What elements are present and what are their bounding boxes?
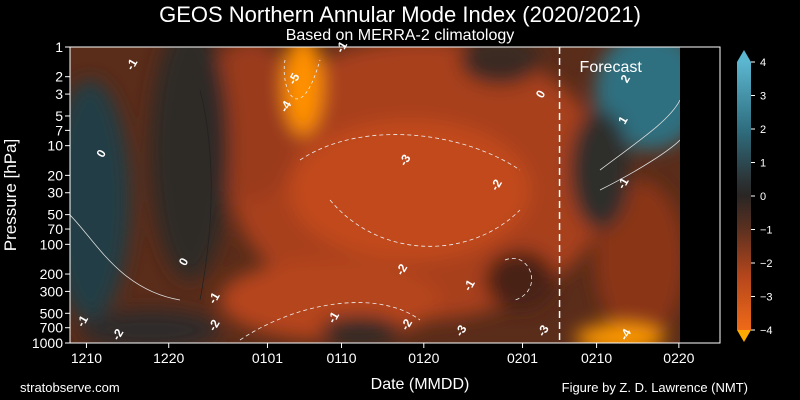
colorbar-tick-label: 2	[760, 124, 766, 136]
y-tick-label: 2	[55, 69, 63, 85]
colorbar-min-extend	[737, 330, 751, 342]
x-tick-label: 0210	[581, 350, 612, 366]
colorbar-body	[737, 62, 751, 330]
y-tick-label: 1	[55, 39, 63, 55]
x-tick-label: 0201	[507, 350, 538, 366]
y-tick-label: 300	[40, 283, 64, 299]
colorbar-tick-label: 4	[760, 57, 766, 69]
x-axis-label: Date (MMDD)	[371, 376, 470, 393]
colorbar: 4 3 2 1 0 −1 −2 −3 −4	[737, 50, 773, 342]
x-tick-label: 0220	[663, 350, 694, 366]
colorbar-tick-label: −2	[760, 258, 773, 270]
y-tick-label: 500	[40, 305, 64, 321]
y-tick-label: 3	[55, 86, 63, 102]
colorbar-tick-label: 0	[760, 191, 766, 203]
y-tick-label: 7	[55, 122, 63, 138]
colorbar-tick-label: 1	[760, 158, 766, 170]
colorbar-tick-label: 3	[760, 91, 766, 103]
forecast-label: Forecast	[580, 59, 643, 76]
y-tick-label: 1000	[32, 335, 63, 351]
y-tick-label: 5	[55, 108, 63, 124]
colorbar-max-extend	[737, 50, 751, 62]
plot-frame	[69, 46, 721, 344]
colorbar-ticks: 4 3 2 1 0 −1 −2 −3 −4	[751, 57, 773, 337]
y-tick-label: 100	[40, 236, 64, 252]
x-axis: 1210 1220 0101 0110 0120 0201 0210 0220	[71, 343, 695, 366]
colorbar-tick-label: −3	[760, 292, 773, 304]
x-tick-label: 1220	[153, 350, 184, 366]
x-tick-label: 0120	[408, 350, 439, 366]
x-tick-label: 0101	[252, 350, 283, 366]
y-tick-label: 200	[40, 266, 64, 282]
chart-subtitle: Based on MERRA-2 climatology	[285, 27, 515, 44]
y-axis-label: Pressure [hPa]	[1, 139, 20, 251]
y-tick-label: 30	[47, 185, 63, 201]
chart-title: GEOS Northern Annular Mode Index (2020/2…	[159, 2, 641, 27]
y-tick-label: 10	[47, 138, 63, 154]
y-tick-label: 70	[47, 221, 63, 237]
x-tick-label: 1210	[71, 350, 102, 366]
heatmap-field	[70, 47, 680, 343]
contour-lines	[70, 59, 680, 341]
colorbar-tick-label: −4	[760, 325, 773, 337]
site-credit: stratobserve.com	[20, 380, 120, 395]
y-tick-label: 20	[47, 167, 63, 183]
x-tick-label: 0110	[326, 350, 356, 366]
author-credit: Figure by Z. D. Lawrence (NMT)	[561, 380, 748, 395]
y-tick-label: 700	[40, 320, 64, 336]
colorbar-tick-label: −1	[760, 225, 773, 237]
y-tick-label: 50	[47, 207, 63, 223]
